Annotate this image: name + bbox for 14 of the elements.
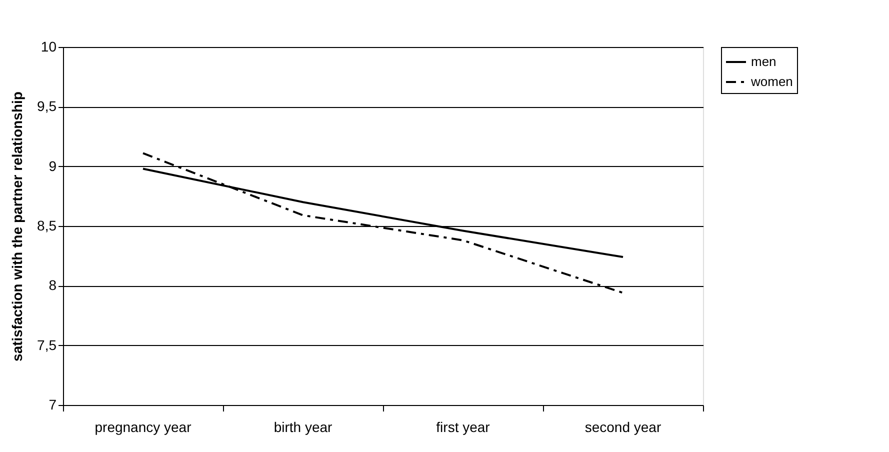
x-tick-label: first year	[436, 419, 490, 435]
y-tick-label: 7	[48, 396, 57, 412]
legend-label: women	[750, 74, 793, 89]
y-tick-label: 8,5	[37, 218, 57, 234]
legend-label: men	[751, 54, 776, 69]
x-tick-label: pregnancy year	[94, 419, 192, 435]
y-tick-label: 8	[48, 277, 57, 294]
y-tick-label: 7,5	[37, 336, 57, 353]
x-tick-label: second year	[584, 419, 662, 435]
y-tick-label: 9	[48, 158, 57, 174]
y-axis-title: satisfaction with the partner relationship	[9, 92, 26, 362]
y-tick-label: 10	[40, 38, 57, 54]
x-tick-label: birth year	[274, 419, 333, 435]
y-tick-label: 9,5	[37, 98, 57, 114]
